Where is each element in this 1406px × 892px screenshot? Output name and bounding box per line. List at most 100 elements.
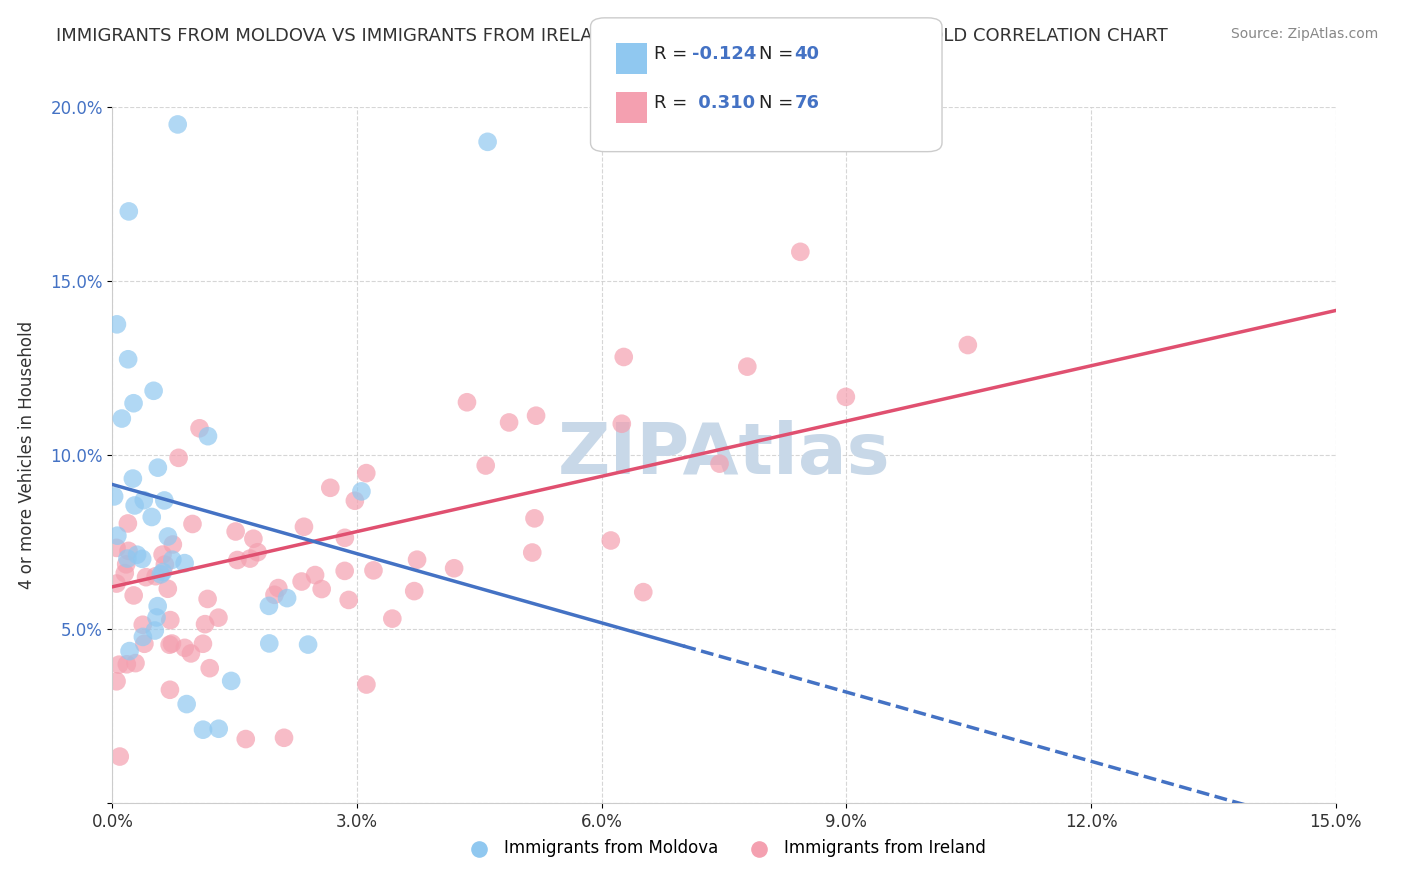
Point [115, 657, 138, 672]
Point [108, 657, 131, 672]
Point [273, 731, 295, 745]
Point [153, 558, 176, 572]
Point [239, 551, 262, 566]
Point [108, 749, 131, 764]
Point [166, 117, 188, 131]
Point [257, 599, 280, 613]
Point [363, 563, 385, 577]
Text: -0.124: -0.124 [692, 45, 756, 62]
Point [498, 416, 520, 430]
Point [145, 610, 167, 624]
Point [159, 638, 181, 652]
Point [709, 457, 731, 471]
Point [118, 644, 141, 658]
Point [789, 244, 811, 259]
Point [117, 551, 139, 566]
Point [197, 429, 219, 443]
Point [207, 610, 229, 624]
Point [343, 493, 366, 508]
Point [267, 581, 290, 595]
Point [356, 466, 378, 480]
Point [114, 566, 136, 580]
Point [225, 524, 247, 539]
Point [259, 636, 281, 650]
Point [477, 135, 499, 149]
Point [333, 564, 356, 578]
Point [167, 450, 190, 465]
Point [105, 318, 128, 332]
Point [276, 591, 298, 606]
Point [105, 576, 128, 591]
Point [194, 617, 217, 632]
Point [124, 656, 146, 670]
Point [176, 697, 198, 711]
Point [117, 544, 139, 558]
Point [134, 637, 156, 651]
Text: 40: 40 [794, 45, 820, 62]
Point [333, 531, 356, 545]
Text: 76: 76 [794, 94, 820, 112]
Point [145, 569, 167, 583]
Point [443, 561, 465, 575]
Text: 0.310: 0.310 [692, 94, 755, 112]
Point [291, 574, 314, 589]
Point [610, 417, 633, 431]
Point [146, 599, 169, 614]
Point [263, 588, 285, 602]
Point [613, 350, 636, 364]
Point [159, 682, 181, 697]
Point [122, 396, 145, 410]
Point [522, 545, 544, 559]
Point [235, 732, 257, 747]
Point [191, 637, 214, 651]
Text: N =: N = [759, 45, 799, 62]
Point [292, 520, 315, 534]
Point [156, 529, 179, 543]
Point [162, 537, 184, 551]
Point [197, 591, 219, 606]
Point [191, 723, 214, 737]
Point [131, 552, 153, 566]
Point [242, 532, 264, 546]
Point [105, 529, 128, 543]
Point [152, 548, 174, 562]
Point [111, 411, 134, 425]
Point [188, 421, 211, 435]
Point [118, 204, 141, 219]
Point [149, 567, 172, 582]
Point [246, 545, 269, 559]
Point [381, 612, 404, 626]
Point [956, 338, 979, 352]
Point [115, 558, 138, 572]
Point [152, 565, 174, 579]
Point [350, 484, 373, 499]
Point [103, 490, 125, 504]
Point [304, 568, 326, 582]
Point [404, 584, 426, 599]
Point [142, 384, 165, 398]
Text: R =: R = [654, 45, 693, 62]
Point [180, 647, 202, 661]
Point [181, 516, 204, 531]
Legend: Immigrants from Moldova, Immigrants from Ireland: Immigrants from Moldova, Immigrants from… [456, 833, 993, 864]
Point [132, 493, 155, 508]
Point [146, 460, 169, 475]
Text: Source: ZipAtlas.com: Source: ZipAtlas.com [1230, 27, 1378, 41]
Point [132, 630, 155, 644]
Point [117, 516, 139, 531]
Point [156, 582, 179, 596]
Point [337, 593, 360, 607]
Point [406, 552, 429, 566]
Point [143, 624, 166, 638]
Point [105, 674, 128, 689]
Point [124, 499, 146, 513]
Text: N =: N = [759, 94, 799, 112]
Point [125, 548, 148, 562]
Point [122, 472, 145, 486]
Point [835, 390, 858, 404]
Point [173, 640, 195, 655]
Point [524, 409, 547, 423]
Point [226, 553, 249, 567]
Point [173, 556, 195, 570]
Point [311, 582, 333, 596]
